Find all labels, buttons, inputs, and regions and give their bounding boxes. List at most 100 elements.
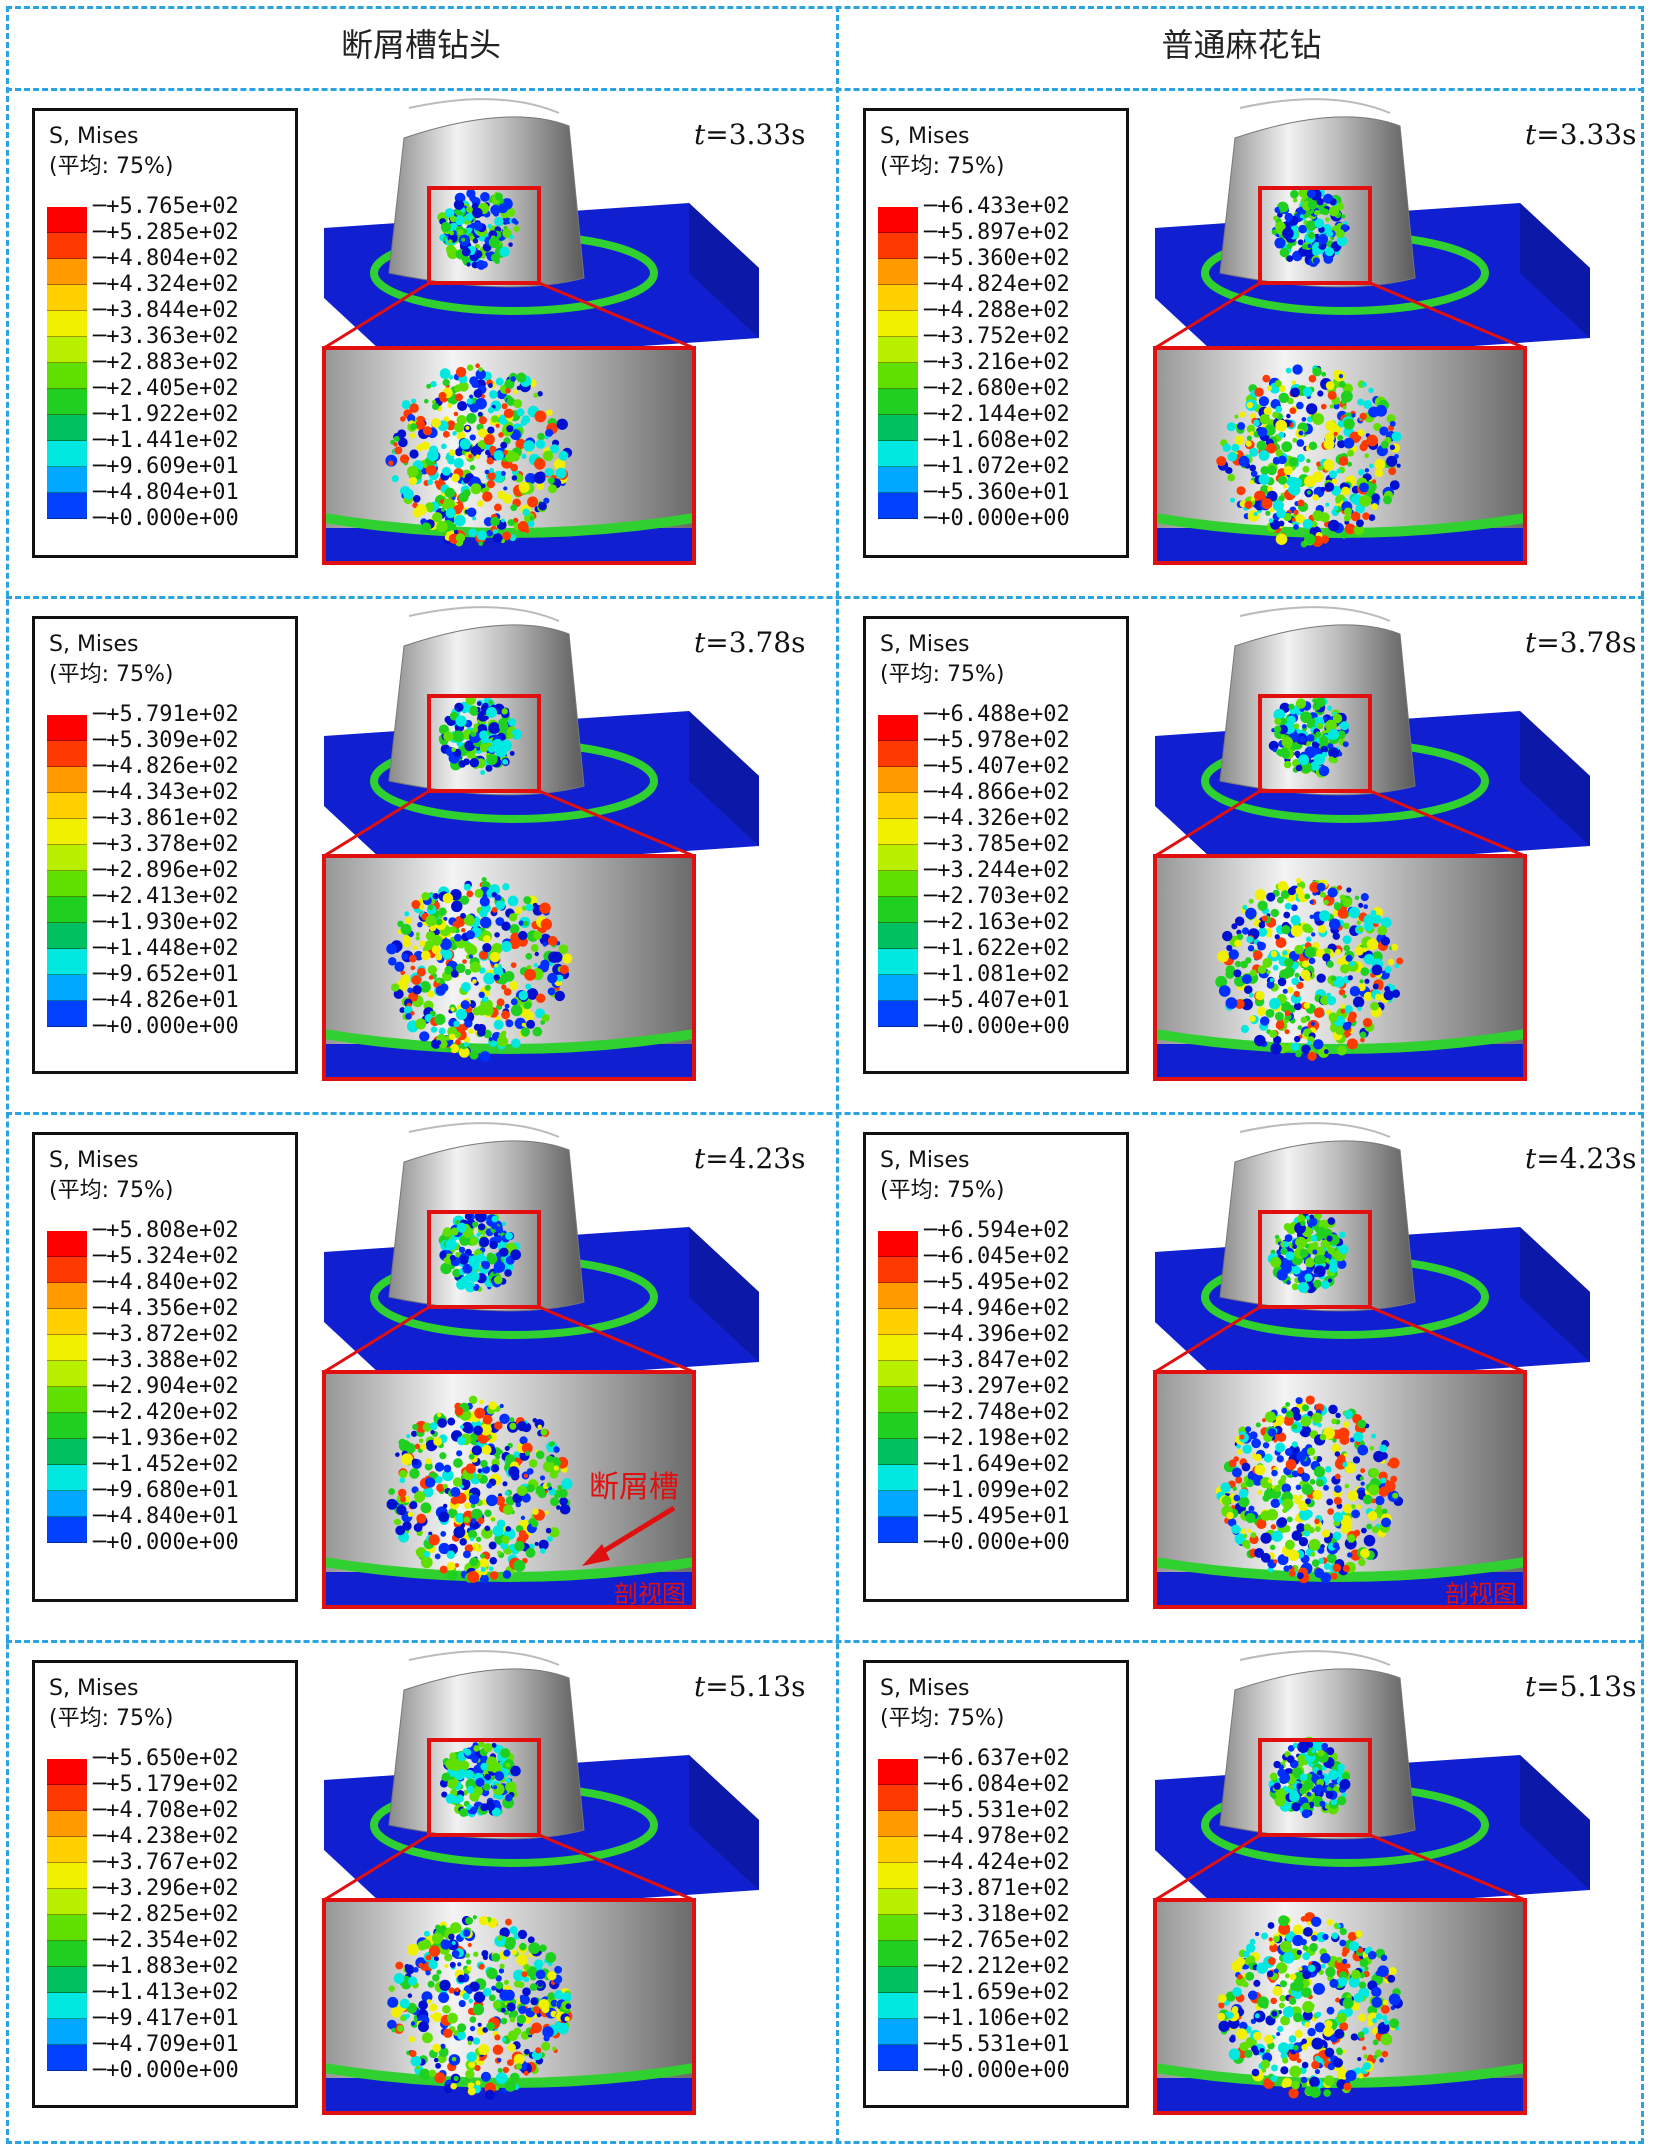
legend-subtitle: (平均: 75%) (49, 154, 174, 179)
legend-swatch (878, 1811, 918, 1837)
legend-value: ─+2.680e+02 (924, 376, 1070, 401)
legend-value: ─+3.216e+02 (924, 350, 1070, 375)
legend-swatch (878, 415, 918, 441)
legend-box: S, Mises (平均: 75%) ─+6.433e+02 ─+5.897e+02 ─… (863, 108, 1129, 558)
legend-value: ─+4.396e+02 (924, 1322, 1070, 1347)
legend-swatch (878, 363, 918, 389)
workpiece-side (1520, 1755, 1590, 1890)
legend-swatch (878, 923, 918, 949)
drill-top-edge (408, 98, 560, 114)
legend-swatch (878, 1439, 918, 1465)
simulation-render (322, 606, 759, 1081)
legend-value: ─+1.608e+02 (924, 428, 1070, 453)
legend-value: ─+4.326e+02 (924, 806, 1070, 831)
legend-value: ─+4.946e+02 (924, 1296, 1070, 1321)
legend-swatch (47, 493, 87, 519)
legend-color-bar (47, 207, 87, 519)
legend-swatch (878, 1517, 918, 1543)
legend-swatch (878, 819, 918, 845)
time-value: =3.33s (1536, 118, 1637, 151)
time-value: =4.23s (1536, 1142, 1637, 1175)
legend-swatch (47, 1413, 87, 1439)
legend-swatch (47, 1915, 87, 1941)
legend-value: ─+5.650e+02 (93, 1746, 239, 1771)
stress-panel: S, Mises (平均: 75%) ─+6.433e+02 ─+5.897e+02 ─… (845, 98, 1645, 588)
simulation-render (1153, 98, 1590, 565)
zoom-box-large (322, 1370, 696, 1609)
drill-top-edge (408, 1122, 560, 1138)
stress-panel: S, Mises (平均: 75%) ─+6.594e+02 ─+6.045e+02 ─… (845, 1122, 1645, 1632)
chip-swirl (1268, 696, 1349, 778)
chip-swirl (438, 694, 522, 776)
zoom-connector (1369, 1833, 1526, 1902)
legend-value: ─+1.936e+02 (93, 1426, 239, 1451)
section-view-label: 剖视图 (614, 1580, 686, 1608)
legend-value: ─+1.106e+02 (924, 2006, 1070, 2031)
column-title-left: 断屑槽钻头 (340, 26, 501, 64)
drill-top-edge (1239, 606, 1391, 622)
zoom-view (323, 348, 695, 563)
time-variable: t (694, 118, 706, 151)
legend-value: ─+3.318e+02 (924, 1902, 1070, 1927)
legend-value: ─+4.840e+01 (93, 1504, 239, 1529)
legend-swatch (878, 1231, 918, 1257)
legend-value: ─+1.883e+02 (93, 1954, 239, 1979)
workpiece-side (689, 1755, 759, 1890)
legend-value: ─+6.594e+02 (924, 1218, 1070, 1243)
legend-swatch (47, 1759, 87, 1785)
legend-value: ─+5.285e+02 (93, 220, 239, 245)
legend-swatch (878, 1335, 918, 1361)
legend-value: ─+5.360e+01 (924, 480, 1070, 505)
legend-swatch (878, 1759, 918, 1785)
legend-swatch (47, 233, 87, 259)
simulation-render (1153, 1122, 1590, 1609)
time-label: t=4.23s (694, 1142, 805, 1175)
header-divider (6, 88, 1644, 91)
legend-swatch (47, 1309, 87, 1335)
legend-value: ─+5.309e+02 (93, 728, 239, 753)
legend-swatch (47, 1517, 87, 1543)
legend-value: ─+2.896e+02 (93, 858, 239, 883)
legend-value: ─+1.441e+02 (93, 428, 239, 453)
legend-title: S, Mises (49, 1676, 139, 1701)
legend-subtitle: (平均: 75%) (880, 662, 1005, 687)
legend-value: ─+4.343e+02 (93, 780, 239, 805)
legend-swatch (878, 975, 918, 1001)
time-label: t=3.33s (1525, 118, 1636, 151)
chip-swirl (1267, 1210, 1349, 1294)
legend-swatch (878, 441, 918, 467)
legend-value: ─+3.844e+02 (93, 298, 239, 323)
zoom-connector (1154, 1833, 1261, 1902)
legend-box: S, Mises (平均: 75%) ─+5.808e+02 ─+5.324e+02 ─… (32, 1132, 298, 1602)
legend-swatch (47, 415, 87, 441)
zoom-connector (538, 789, 695, 858)
legend-swatch (47, 207, 87, 233)
legend-swatch (878, 1413, 918, 1439)
legend-swatch (878, 1465, 918, 1491)
legend-swatch (47, 2019, 87, 2045)
legend-value: ─+5.791e+02 (93, 702, 239, 727)
time-label: t=5.13s (1525, 1670, 1636, 1703)
time-label: t=4.23s (1525, 1142, 1636, 1175)
legend-value: ─+4.840e+02 (93, 1270, 239, 1295)
zoom-box-large (1153, 346, 1527, 565)
legend-swatch (878, 1361, 918, 1387)
legend-value: ─+0.000e+00 (924, 506, 1070, 531)
legend-swatch (47, 1465, 87, 1491)
legend-swatch (47, 741, 87, 767)
legend-value: ─+1.413e+02 (93, 1980, 239, 2005)
stress-panel: S, Mises (平均: 75%) ─+5.650e+02 ─+5.179e+02 ─… (14, 1650, 814, 2138)
legend-values: ─+6.594e+02 ─+6.045e+02 ─+5.495e+02 ─+4.946… (924, 1218, 1070, 1556)
legend-swatch (878, 311, 918, 337)
legend-swatch (47, 819, 87, 845)
legend-swatch (47, 1335, 87, 1361)
legend-value: ─+5.531e+01 (924, 2032, 1070, 2057)
row-divider-1 (6, 596, 1644, 599)
drill-top-edge (408, 1650, 560, 1666)
annotation-arrow (582, 1505, 676, 1566)
legend-value: ─+2.703e+02 (924, 884, 1070, 909)
zoom-box-large (322, 346, 696, 565)
legend-value: ─+3.752e+02 (924, 324, 1070, 349)
legend-value: ─+2.748e+02 (924, 1400, 1070, 1425)
time-value: =5.13s (1536, 1670, 1637, 1703)
